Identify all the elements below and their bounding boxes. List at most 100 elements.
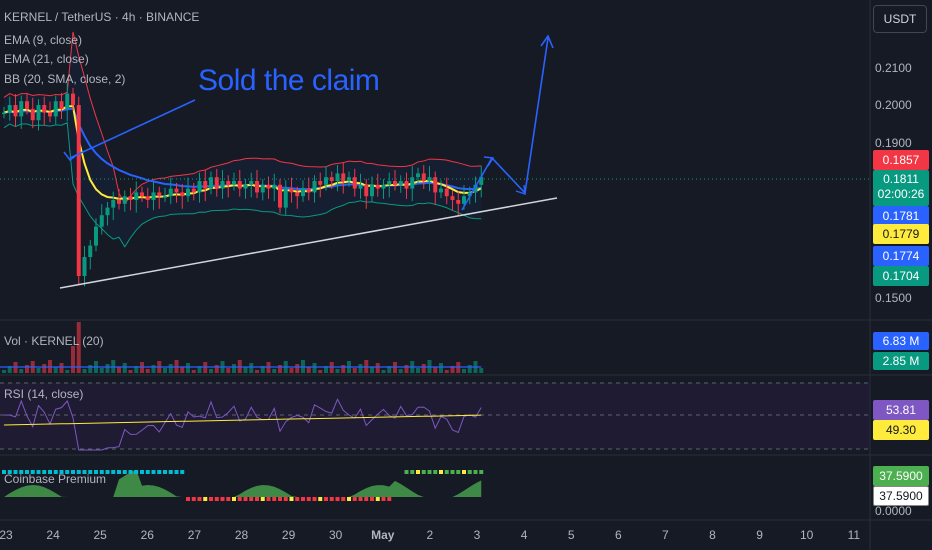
candle-body: [157, 192, 162, 197]
coinbase-marker: [186, 497, 190, 501]
candle-body: [266, 184, 271, 189]
candle-body: [226, 181, 231, 185]
price-tag-bb-lower: 0.1704: [873, 266, 929, 286]
coinbase-marker: [134, 470, 139, 474]
coinbase-zero: 0.0000: [875, 504, 912, 518]
volume-bar: [65, 370, 70, 373]
coinbase-tag-2: 37.5900: [873, 486, 929, 506]
coinbase-marker: [295, 497, 300, 501]
price-tag-bb-upper: 0.1857: [873, 150, 929, 170]
coinbase-marker: [444, 470, 449, 474]
coinbase-marker: [105, 470, 110, 474]
volume-bar: [439, 363, 443, 373]
time-axis-label: 28: [234, 528, 249, 542]
coinbase-marker: [467, 470, 472, 474]
candle-body: [117, 200, 121, 204]
coinbase-marker: [272, 497, 277, 501]
projection-mid-head: [515, 184, 526, 196]
candle-body: [398, 181, 403, 185]
last-price: 0.1811: [883, 172, 919, 186]
bb-fill: [4, 31, 482, 247]
candle-body: [341, 173, 346, 181]
candle-body: [421, 173, 426, 181]
price-tag-ema9: 0.1779: [873, 224, 929, 244]
candle-body: [444, 188, 449, 197]
coinbase-marker: [128, 470, 133, 474]
time-axis-label: 10: [800, 528, 814, 542]
volume-bar: [479, 368, 484, 373]
volume-bar: [370, 367, 374, 373]
candle-body: [203, 181, 208, 189]
candle-body: [94, 226, 98, 246]
coinbase-marker: [421, 470, 426, 474]
ema21-legend: EMA (21, close): [4, 52, 89, 66]
coinbase-marker: [324, 497, 328, 501]
volume-bar: [88, 365, 93, 373]
volume-bar: [134, 366, 139, 373]
candle-body: [151, 192, 156, 200]
coinbase-marker: [76, 470, 81, 474]
volume-bar: [433, 367, 438, 373]
candle-body: [209, 177, 213, 189]
coinbase-marker: [13, 470, 18, 474]
coinbase-marker: [122, 470, 127, 474]
candle-body: [134, 192, 139, 200]
coinbase-marker: [232, 497, 236, 501]
volume-bar: [260, 366, 265, 373]
candle-body: [352, 177, 357, 189]
coinbase-marker: [191, 497, 196, 501]
candle-body: [473, 184, 478, 193]
candle-body: [301, 188, 305, 197]
coinbase-tag: 37.5900: [873, 466, 929, 486]
time-axis-label: 3: [473, 528, 481, 542]
coinbase-marker: [364, 497, 369, 501]
candle-body: [381, 184, 386, 189]
ema9-legend: EMA (9, close): [4, 33, 83, 47]
coinbase-marker: [341, 497, 346, 501]
candle-body: [312, 181, 317, 193]
coinbase-marker: [180, 470, 185, 474]
coinbase-marker: [318, 497, 323, 501]
volume-bar: [444, 370, 449, 373]
candle-body: [71, 93, 75, 105]
candle-body: [462, 196, 466, 204]
volume-bar: [209, 369, 213, 373]
coinbase-marker: [301, 497, 305, 501]
coinbase-marker: [387, 497, 392, 501]
price-tag-ema21: 0.1774: [873, 246, 929, 266]
candle-body: [30, 108, 35, 121]
coinbase-marker: [462, 470, 466, 474]
price-tick: 0.1900: [875, 136, 912, 150]
candle-body: [318, 181, 323, 185]
volume-bar: [278, 365, 282, 373]
coinbase-marker: [220, 497, 225, 501]
time-axis-label: 4: [520, 528, 528, 542]
volume-bar: [450, 366, 455, 373]
candle-body: [329, 177, 334, 181]
volume-bar: [25, 365, 29, 373]
time-axis-label: 8: [709, 528, 716, 542]
currency-button[interactable]: USDT: [873, 5, 927, 33]
time-axis-label: 9: [756, 528, 763, 542]
volume-bar: [312, 363, 317, 373]
coinbase-marker: [140, 470, 144, 474]
coinbase-marker: [312, 497, 317, 501]
candle-body: [197, 181, 202, 193]
volume-bar: [416, 368, 420, 373]
coinbase-marker: [243, 497, 248, 501]
volume-bar: [226, 368, 231, 373]
volume-bar: [249, 363, 254, 373]
volume-bar: [295, 364, 300, 373]
coinbase-marker: [174, 470, 179, 474]
volume-bar: [289, 368, 294, 373]
candle-body: [140, 192, 144, 197]
candle-body: [278, 184, 282, 208]
annotation-text[interactable]: Sold the claim: [198, 64, 380, 97]
coinbase-marker: [375, 497, 380, 501]
volume-bar: [381, 370, 386, 373]
coinbase-marker: [19, 470, 24, 474]
candle-body: [324, 177, 328, 185]
coinbase-marker: [358, 497, 363, 501]
coinbase-marker: [249, 497, 254, 501]
